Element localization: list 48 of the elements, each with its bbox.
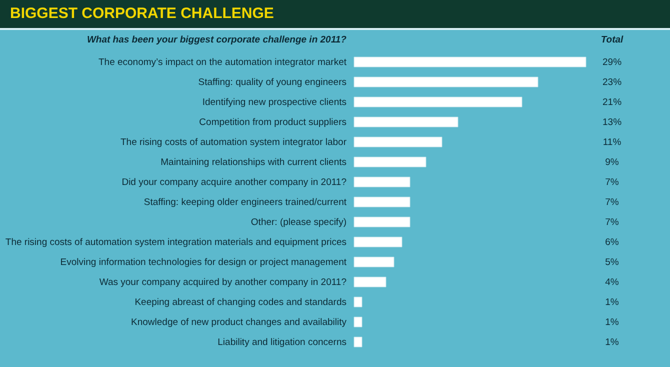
y-tick-label: The rising costs of automation system integrator labor xyxy=(120,137,346,148)
text: Total xyxy=(600,34,624,46)
bar xyxy=(354,116,458,128)
bar xyxy=(354,336,362,348)
data-label: 7% xyxy=(605,217,620,228)
bar xyxy=(354,216,410,228)
data-label: 29% xyxy=(602,57,622,68)
bar xyxy=(354,236,402,248)
bar xyxy=(354,136,442,148)
bar xyxy=(354,176,410,188)
y-tick-label: Staffing: keeping older engineers trained/current xyxy=(144,197,347,208)
y-tick-label: The economy’s impact on the automation integrator market xyxy=(98,57,347,68)
y-tick-label: Keeping abreast of changing codes and standards xyxy=(134,297,347,308)
y-tick-label: Liability and litigation concerns xyxy=(218,337,347,348)
y-tick-label: Competition from product suppliers xyxy=(199,117,347,128)
data-label: 4% xyxy=(605,277,620,288)
y-tick-label: Knowledge of new product changes and availability xyxy=(131,317,347,328)
data-label: 1% xyxy=(605,297,620,308)
y-tick-label: The rising costs of automation system integration materials and equipment prices xyxy=(5,237,347,248)
bar xyxy=(354,76,538,88)
bar xyxy=(354,96,522,108)
data-label: 7% xyxy=(605,177,620,188)
data-label: 7% xyxy=(605,197,620,208)
bar xyxy=(354,56,586,68)
bar xyxy=(354,316,362,328)
y-axis-title: What has been your biggest corporate challenge in 2011? xyxy=(86,34,347,46)
data-label: 1% xyxy=(605,337,620,348)
y-tick-label: Staffing: quality of young engineers xyxy=(198,77,347,88)
data-label: 9% xyxy=(605,157,620,168)
bar xyxy=(354,196,410,208)
y-tick-label: Other: (please specify) xyxy=(250,217,346,228)
y-tick-label: Maintaining relationships with current clients xyxy=(160,157,347,168)
bar xyxy=(354,296,362,308)
y-tick-label: Identifying new prospective clients xyxy=(202,97,347,108)
bar xyxy=(354,156,426,168)
data-label: 23% xyxy=(602,77,622,88)
data-label: 11% xyxy=(602,137,622,148)
text: BIGGEST CORPORATE CHALLENGE xyxy=(0,0,670,30)
data-label: 1% xyxy=(605,317,620,328)
data-label: 6% xyxy=(605,237,620,248)
data-label: 21% xyxy=(602,97,622,108)
data-label: 13% xyxy=(602,117,622,128)
bar xyxy=(354,256,394,268)
bar xyxy=(354,276,386,288)
y-tick-label: Did your company acquire another company in 2011? xyxy=(122,177,346,188)
y-tick-label: Evolving information technologies for design or project management xyxy=(60,257,347,268)
y-tick-label: Was your company acquired by another company in 2011? xyxy=(99,277,346,288)
data-label: 5% xyxy=(605,257,620,268)
